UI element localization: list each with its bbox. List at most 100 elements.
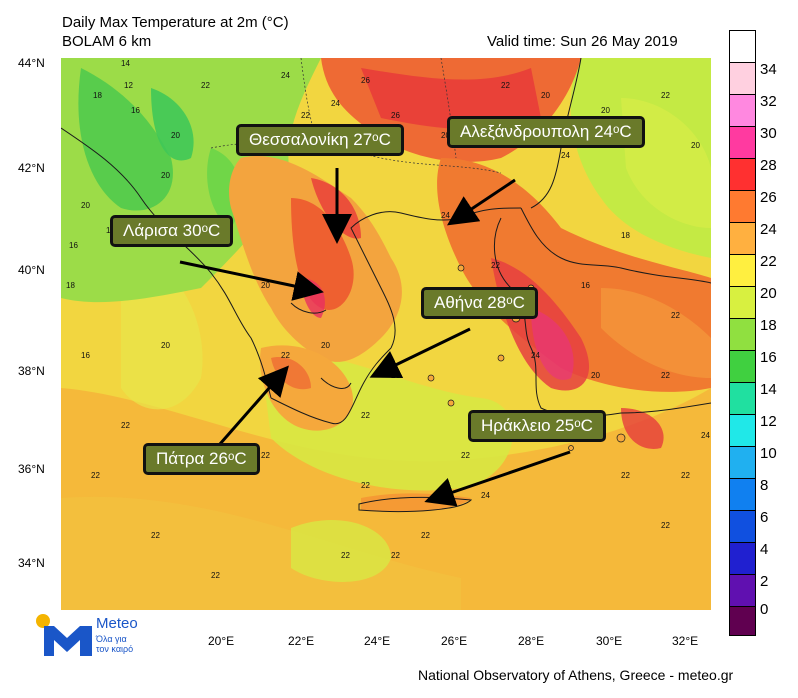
lon-label: 32°E: [672, 634, 699, 648]
colorbar-label: 4: [760, 541, 769, 558]
colorbar-label: 28: [760, 157, 777, 174]
map-value-label: 24: [481, 491, 490, 500]
colorbar-swatch: [729, 30, 756, 63]
map-value-label: 20: [171, 131, 180, 140]
map-value-label: 20: [161, 171, 170, 180]
map-value-label: 22: [151, 531, 160, 540]
colorbar-swatch: [729, 542, 756, 575]
colorbar-label: 24: [760, 221, 777, 238]
callout-thessaloniki: Θεσσαλονίκη 27ᵒC: [236, 124, 404, 156]
colorbar-swatch: [729, 350, 756, 383]
map-value-label: 22: [301, 111, 310, 120]
lon-label: 24°E: [364, 634, 391, 648]
colorbar-label: 2: [760, 573, 769, 590]
colorbar-swatch: [729, 414, 756, 447]
map-value-label: 22: [391, 551, 400, 560]
map-value-label: 22: [671, 311, 680, 320]
lat-label: 42°N: [18, 161, 45, 175]
map-value-label: 14: [121, 59, 130, 68]
colorbar-label: 6: [760, 509, 769, 526]
lat-label: 38°N: [18, 364, 45, 378]
footer-credit: National Observatory of Athens, Greece -…: [418, 667, 734, 683]
lon-label: 20°E: [208, 634, 235, 648]
map-value-label: 22: [491, 261, 500, 270]
map-value-label: 20: [441, 131, 450, 140]
lon-label: 30°E: [596, 634, 623, 648]
colorbar-swatch: [729, 574, 756, 607]
map-value-label: 24: [701, 431, 710, 440]
map-value-label: 18: [66, 281, 75, 290]
map-value-label: 22: [501, 81, 510, 90]
colorbar-swatch: [729, 606, 756, 636]
colorbar-label: 14: [760, 381, 777, 398]
logo-brand: Meteo: [96, 615, 138, 632]
map-value-label: 26: [391, 111, 400, 120]
map-value-label: 22: [201, 81, 210, 90]
lat-label: 40°N: [18, 263, 45, 277]
lat-label: 44°N: [18, 56, 45, 70]
lat-label: 34°N: [18, 556, 45, 570]
colorbar-swatch: [729, 222, 756, 255]
lon-label: 22°E: [288, 634, 315, 648]
map-value-label: 24: [441, 211, 450, 220]
model-label: BOLAM 6 km: [62, 33, 152, 50]
colorbar-label: 34: [760, 61, 777, 78]
colorbar-label: 18: [760, 317, 777, 334]
map-value-label: 20: [691, 141, 700, 150]
map-value-label: 22: [361, 411, 370, 420]
lon-label: 26°E: [441, 634, 468, 648]
map-value-label: 20: [161, 341, 170, 350]
colorbar-swatch: [729, 446, 756, 479]
map-value-label: 22: [281, 351, 290, 360]
colorbar-swatch: [729, 94, 756, 127]
map-value-label: 22: [121, 421, 130, 430]
map-value-label: 22: [341, 551, 350, 560]
colorbar-label: 0: [760, 601, 769, 618]
valid-time: Valid time: Sun 26 May 2019: [487, 33, 678, 50]
colorbar-label: 12: [760, 413, 777, 430]
map-value-label: 20: [81, 201, 90, 210]
map-value-label: 16: [581, 281, 590, 290]
map-value-label: 20: [321, 341, 330, 350]
map-value-label: 22: [361, 481, 370, 490]
logo-tagline-1: Όλα για: [96, 634, 127, 644]
colorbar-swatch: [729, 382, 756, 415]
map-value-label: 22: [261, 451, 270, 460]
map-value-label: 22: [661, 521, 670, 530]
callout-athina: Αθήνα 28ᵒC: [421, 287, 538, 319]
map-value-label: 20: [601, 106, 610, 115]
map-value-label: 22: [661, 91, 670, 100]
colorbar-label: 20: [760, 285, 777, 302]
lon-label: 28°E: [518, 634, 545, 648]
map-value-label: 24: [331, 99, 340, 108]
colorbar-swatch: [729, 478, 756, 511]
meteo-m-icon: [36, 614, 92, 656]
map-value-label: 20: [591, 371, 600, 380]
map-value-label: 22: [211, 571, 220, 580]
lat-label: 36°N: [18, 462, 45, 476]
map-value-label: 16: [69, 241, 78, 250]
callout-irakleio: Ηράκλειο 25ᵒC: [468, 410, 606, 442]
colorbar-swatch: [729, 286, 756, 319]
map-value-label: 22: [461, 451, 470, 460]
colorbar-label: 30: [760, 125, 777, 142]
colorbar-label: 22: [760, 253, 777, 270]
colorbar-swatch: [729, 254, 756, 287]
map-value-label: 22: [621, 471, 630, 480]
map-value-label: 22: [681, 471, 690, 480]
map-value-label: 18: [93, 91, 102, 100]
meteo-logo[interactable]: Meteo Όλα για τον καιρό: [34, 612, 174, 662]
callout-patra: Πάτρα 26ᵒC: [143, 443, 260, 475]
chart-title: Daily Max Temperature at 2m (°C): [62, 14, 289, 31]
logo-tagline-2: τον καιρό: [96, 644, 134, 654]
map-value-label: 24: [561, 151, 570, 160]
colorbar-label: 32: [760, 93, 777, 110]
map-value-label: 20: [541, 91, 550, 100]
map-value-label: 26: [361, 76, 370, 85]
map-value-label: 22: [661, 371, 670, 380]
colorbar-swatch: [729, 318, 756, 351]
map-value-label: 24: [531, 351, 540, 360]
callout-alexandroupoli: Αλεξάνδρουπολη 24ᵒC: [447, 116, 645, 148]
colorbar-label: 16: [760, 349, 777, 366]
